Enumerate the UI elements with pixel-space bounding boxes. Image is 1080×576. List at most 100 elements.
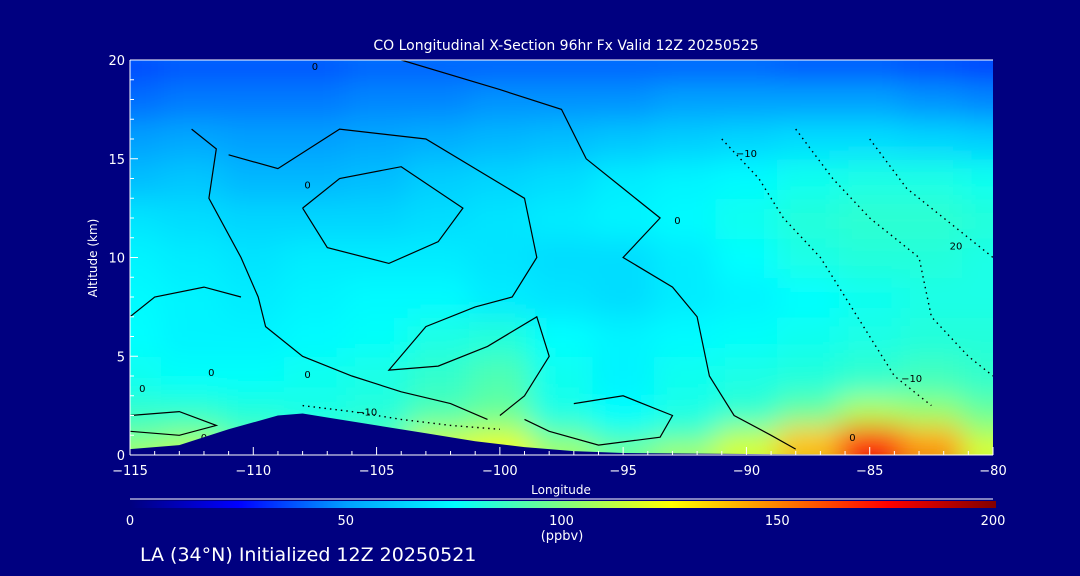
x-tick-label: −80	[979, 464, 1006, 479]
heatmap-cell	[284, 158, 347, 200]
colorbar-tick-label: 200	[981, 514, 1006, 529]
heatmap-cell	[345, 198, 409, 239]
heatmap-cell	[345, 119, 409, 160]
contour-label: 0	[849, 433, 855, 444]
heatmap-cell	[777, 316, 840, 358]
heatmap-cell	[469, 425, 532, 447]
heatmap-cell	[530, 237, 594, 279]
heatmap-cell	[653, 445, 717, 455]
heatmap-cell	[130, 316, 162, 358]
heatmap-cell	[838, 445, 902, 455]
heatmap-cell	[407, 356, 471, 397]
heatmap-cell	[222, 119, 286, 160]
heatmap-cell	[962, 425, 993, 447]
heatmap-cell	[469, 395, 532, 427]
heatmap-cell	[838, 237, 902, 279]
heatmap-cell	[962, 119, 993, 160]
heatmap-cell	[838, 425, 902, 447]
contour-line	[191, 128, 488, 420]
heatmap-cell	[345, 158, 409, 200]
heatmap-cell	[653, 277, 717, 318]
heatmap-cell	[469, 79, 532, 121]
heatmap-cell	[653, 198, 717, 239]
contour-line	[228, 128, 550, 416]
heatmap-cell	[900, 356, 964, 397]
heatmap-cell	[900, 316, 964, 358]
colorbar-tick-label: 50	[337, 514, 354, 529]
colorbar-tick-label: 0	[126, 514, 134, 529]
heatmap-cell	[715, 79, 779, 121]
contour-label: 0	[312, 62, 318, 73]
heatmap-cell	[130, 395, 162, 427]
heatmap-cell	[530, 425, 594, 447]
heatmap-cell	[653, 356, 717, 397]
heatmap-cell	[962, 79, 993, 121]
colorbar-tick-label: 100	[549, 514, 574, 529]
heatmap-cell	[530, 395, 594, 427]
heatmap-cell	[130, 119, 162, 160]
heatmap-cell	[962, 277, 993, 318]
heatmap-cell	[900, 198, 964, 239]
heatmap-cell	[838, 277, 902, 318]
heatmap-cell	[407, 79, 471, 121]
heatmap-cell	[592, 425, 655, 447]
heatmap-cell	[962, 198, 993, 239]
heatmap-cell	[653, 316, 717, 358]
heatmap-cell	[653, 237, 717, 279]
heatmap-cell	[130, 158, 162, 200]
heatmap-cell	[345, 79, 409, 121]
heatmap-cell	[900, 277, 964, 318]
heatmap-cell	[530, 445, 594, 455]
heatmap-cell	[715, 395, 779, 427]
heatmap-cell	[715, 60, 779, 81]
contour-line	[524, 395, 674, 446]
heatmap-cell	[715, 277, 779, 318]
heatmap-cell	[900, 79, 964, 121]
heatmap-cell	[838, 158, 902, 200]
heatmap-cell	[777, 395, 840, 427]
x-axis-label: Longitude	[531, 483, 591, 497]
heatmap-cell	[222, 237, 286, 279]
heatmap-cell	[469, 277, 532, 318]
heatmap-cell	[530, 79, 594, 121]
heatmap-cell	[130, 79, 162, 121]
heatmap-cell	[962, 237, 993, 279]
contour-label: 0	[208, 368, 214, 379]
heatmap-cell	[900, 445, 964, 455]
heatmap-cell	[284, 119, 347, 160]
contour-label: 0	[304, 370, 310, 381]
heatmap-cell	[777, 198, 840, 239]
heatmap-cell	[469, 198, 532, 239]
heatmap-cell	[469, 119, 532, 160]
heatmap-cell	[160, 119, 224, 160]
contour-line	[302, 404, 500, 430]
heatmap-cell	[160, 395, 224, 427]
heatmap-cell	[160, 60, 224, 81]
heatmap-cell	[962, 316, 993, 358]
y-ticks: 0 5 10 15 20	[108, 54, 138, 464]
y-tick-label: 5	[117, 350, 125, 365]
contour-lines	[130, 60, 993, 450]
contour-line	[130, 410, 219, 436]
x-tick-label: −115	[112, 464, 148, 479]
y-tick-label: 10	[108, 252, 125, 267]
heatmap-cell	[715, 119, 779, 160]
colorbar	[130, 501, 996, 508]
heatmap-cell	[345, 237, 409, 279]
contour-label: −10	[356, 408, 377, 419]
heatmap-cell	[592, 356, 655, 397]
heatmap-cell	[284, 237, 347, 279]
heatmap-cell	[345, 356, 409, 397]
heatmap-cell	[469, 158, 532, 200]
contour-line	[130, 286, 242, 318]
heatmap-cell	[592, 395, 655, 427]
heatmap-cell	[130, 425, 162, 447]
heatmap-cell	[592, 158, 655, 200]
heatmap-cell	[284, 356, 347, 397]
x-tick-label: −85	[856, 464, 883, 479]
terrain	[130, 413, 993, 455]
heatmap-cell	[653, 425, 717, 447]
contour-label: −10	[901, 374, 922, 385]
heatmap-cell	[653, 79, 717, 121]
heatmap-cell	[284, 79, 347, 121]
